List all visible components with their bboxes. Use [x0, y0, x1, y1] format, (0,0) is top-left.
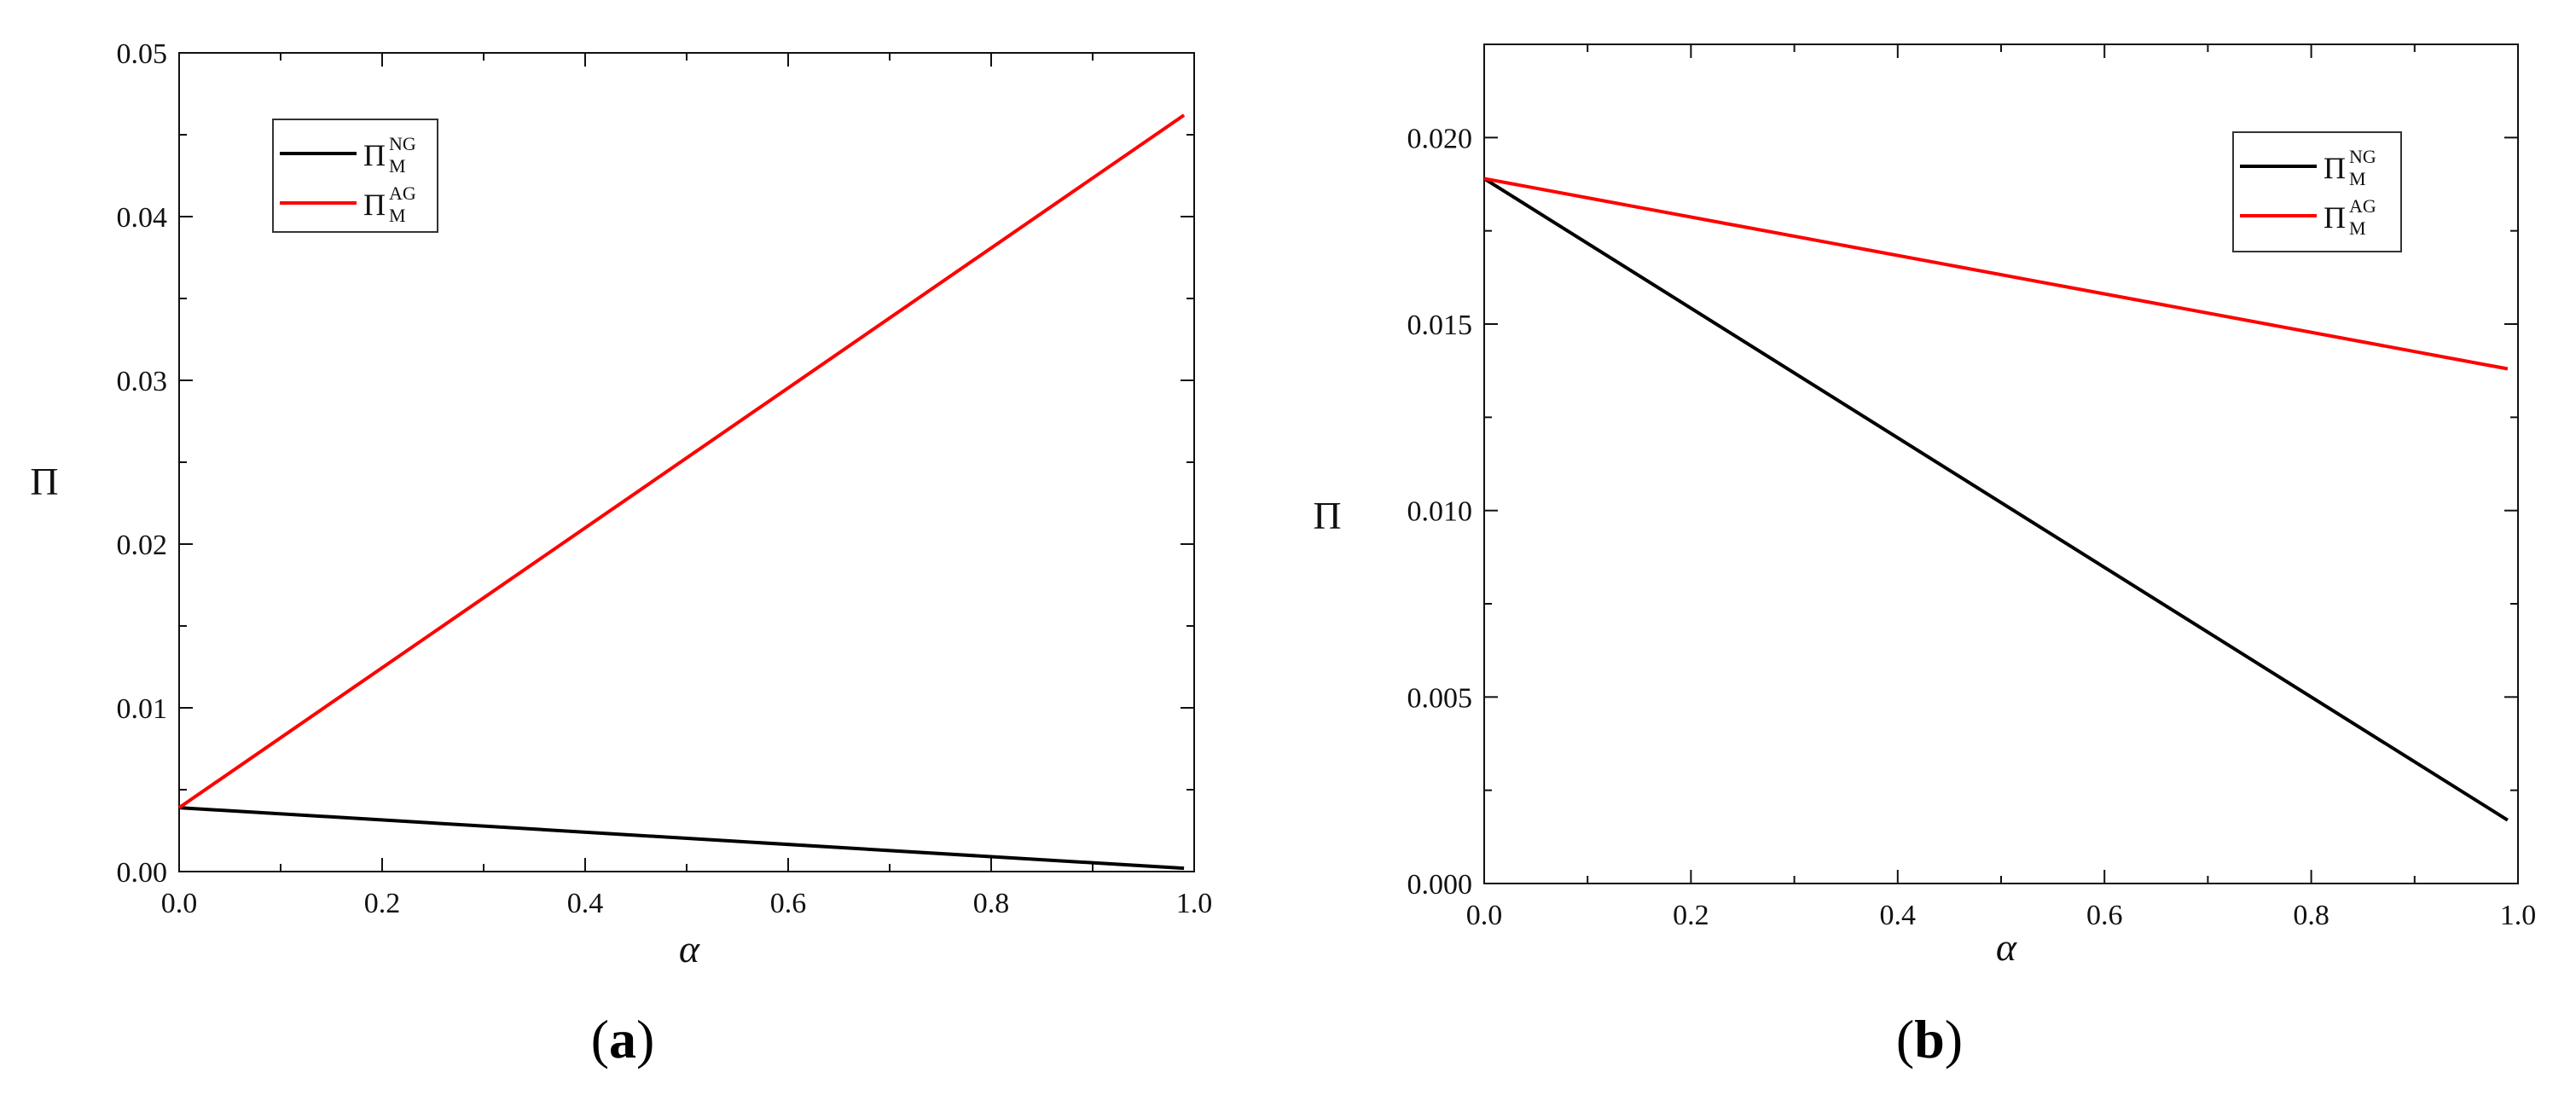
panel-label-close: ) — [636, 1009, 654, 1069]
y-tick-label: 0.005 — [1407, 682, 1473, 714]
panel-label-letter: b — [1914, 1009, 1945, 1069]
legend-subscript: M — [2349, 168, 2366, 189]
panel-label-open: ( — [1896, 1009, 1914, 1069]
y-tick-label: 0.04 — [117, 202, 168, 234]
x-tick-label: 0.8 — [973, 888, 1010, 919]
x-tick-label: 0.2 — [364, 888, 401, 919]
legend-symbol: Π — [363, 138, 386, 172]
panel-label: (b) — [1896, 1009, 1963, 1069]
legend-box — [2232, 131, 2402, 252]
panel-label-close: ) — [1945, 1009, 1963, 1069]
x-tick-label: 0.4 — [567, 888, 604, 919]
legend-superscript: NG — [2349, 146, 2376, 167]
legend-subscript: M — [389, 205, 406, 226]
y-tick-label: 0.00 — [117, 857, 168, 889]
legend-superscript: AG — [2349, 195, 2376, 217]
y-tick-label: 0.015 — [1407, 310, 1473, 341]
panel-label: (a) — [591, 1009, 655, 1069]
y-tick-label: 0.05 — [117, 38, 168, 70]
legend-box — [272, 119, 438, 233]
x-tick-label: 0.4 — [1880, 900, 1917, 931]
series-line-ag — [1483, 177, 2509, 371]
series-line-ng — [1482, 177, 2509, 822]
panel-label-open: ( — [591, 1009, 609, 1069]
legend-superscript: AG — [389, 182, 416, 204]
y-tick-label: 0.020 — [1407, 123, 1473, 154]
series-line-ag — [177, 113, 1186, 809]
legend-superscript: NG — [389, 133, 416, 154]
x-tick-label: 0.6 — [2086, 900, 2123, 931]
y-tick-label: 0.01 — [117, 693, 168, 725]
legend-subscript: M — [2349, 217, 2366, 239]
x-tick-label: 0.2 — [1673, 900, 1709, 931]
legend-symbol: Π — [363, 188, 386, 222]
legend-symbol: Π — [2324, 151, 2346, 185]
x-tick-label: 0.8 — [2293, 900, 2329, 931]
x-axis-label: α — [1996, 925, 2017, 969]
x-tick-label: 0.6 — [770, 888, 807, 919]
chart-panel-b: 0.0 0.2 0.4 0.6 0.8 1.0 0.000 0.005 0.010 0.015 0.… — [1313, 43, 2537, 1069]
y-tick-label: 0.010 — [1407, 496, 1473, 528]
series-line-ng — [178, 806, 1185, 871]
x-tick-label: 0.0 — [1466, 900, 1503, 931]
legend-subscript: M — [389, 155, 406, 177]
x-axis-label: α — [679, 927, 700, 970]
panel-label-letter: a — [609, 1009, 636, 1069]
y-axis-label: Π — [1313, 494, 1341, 537]
legend-symbol: Π — [2324, 200, 2346, 235]
y-tick-label: 0.000 — [1407, 869, 1473, 901]
chart-panel-a: 0.0 0.2 0.4 0.6 0.8 1.0 0.00 0.01 0.02 0.03 0.04 0.… — [30, 38, 1212, 1069]
y-axis-label: Π — [30, 460, 58, 503]
x-tick-label: 0.0 — [161, 888, 198, 919]
x-tick-label: 1.0 — [2500, 900, 2537, 931]
y-tick-label: 0.03 — [117, 366, 168, 397]
x-tick-label: 1.0 — [1176, 888, 1213, 919]
y-tick-label: 0.02 — [117, 530, 168, 561]
